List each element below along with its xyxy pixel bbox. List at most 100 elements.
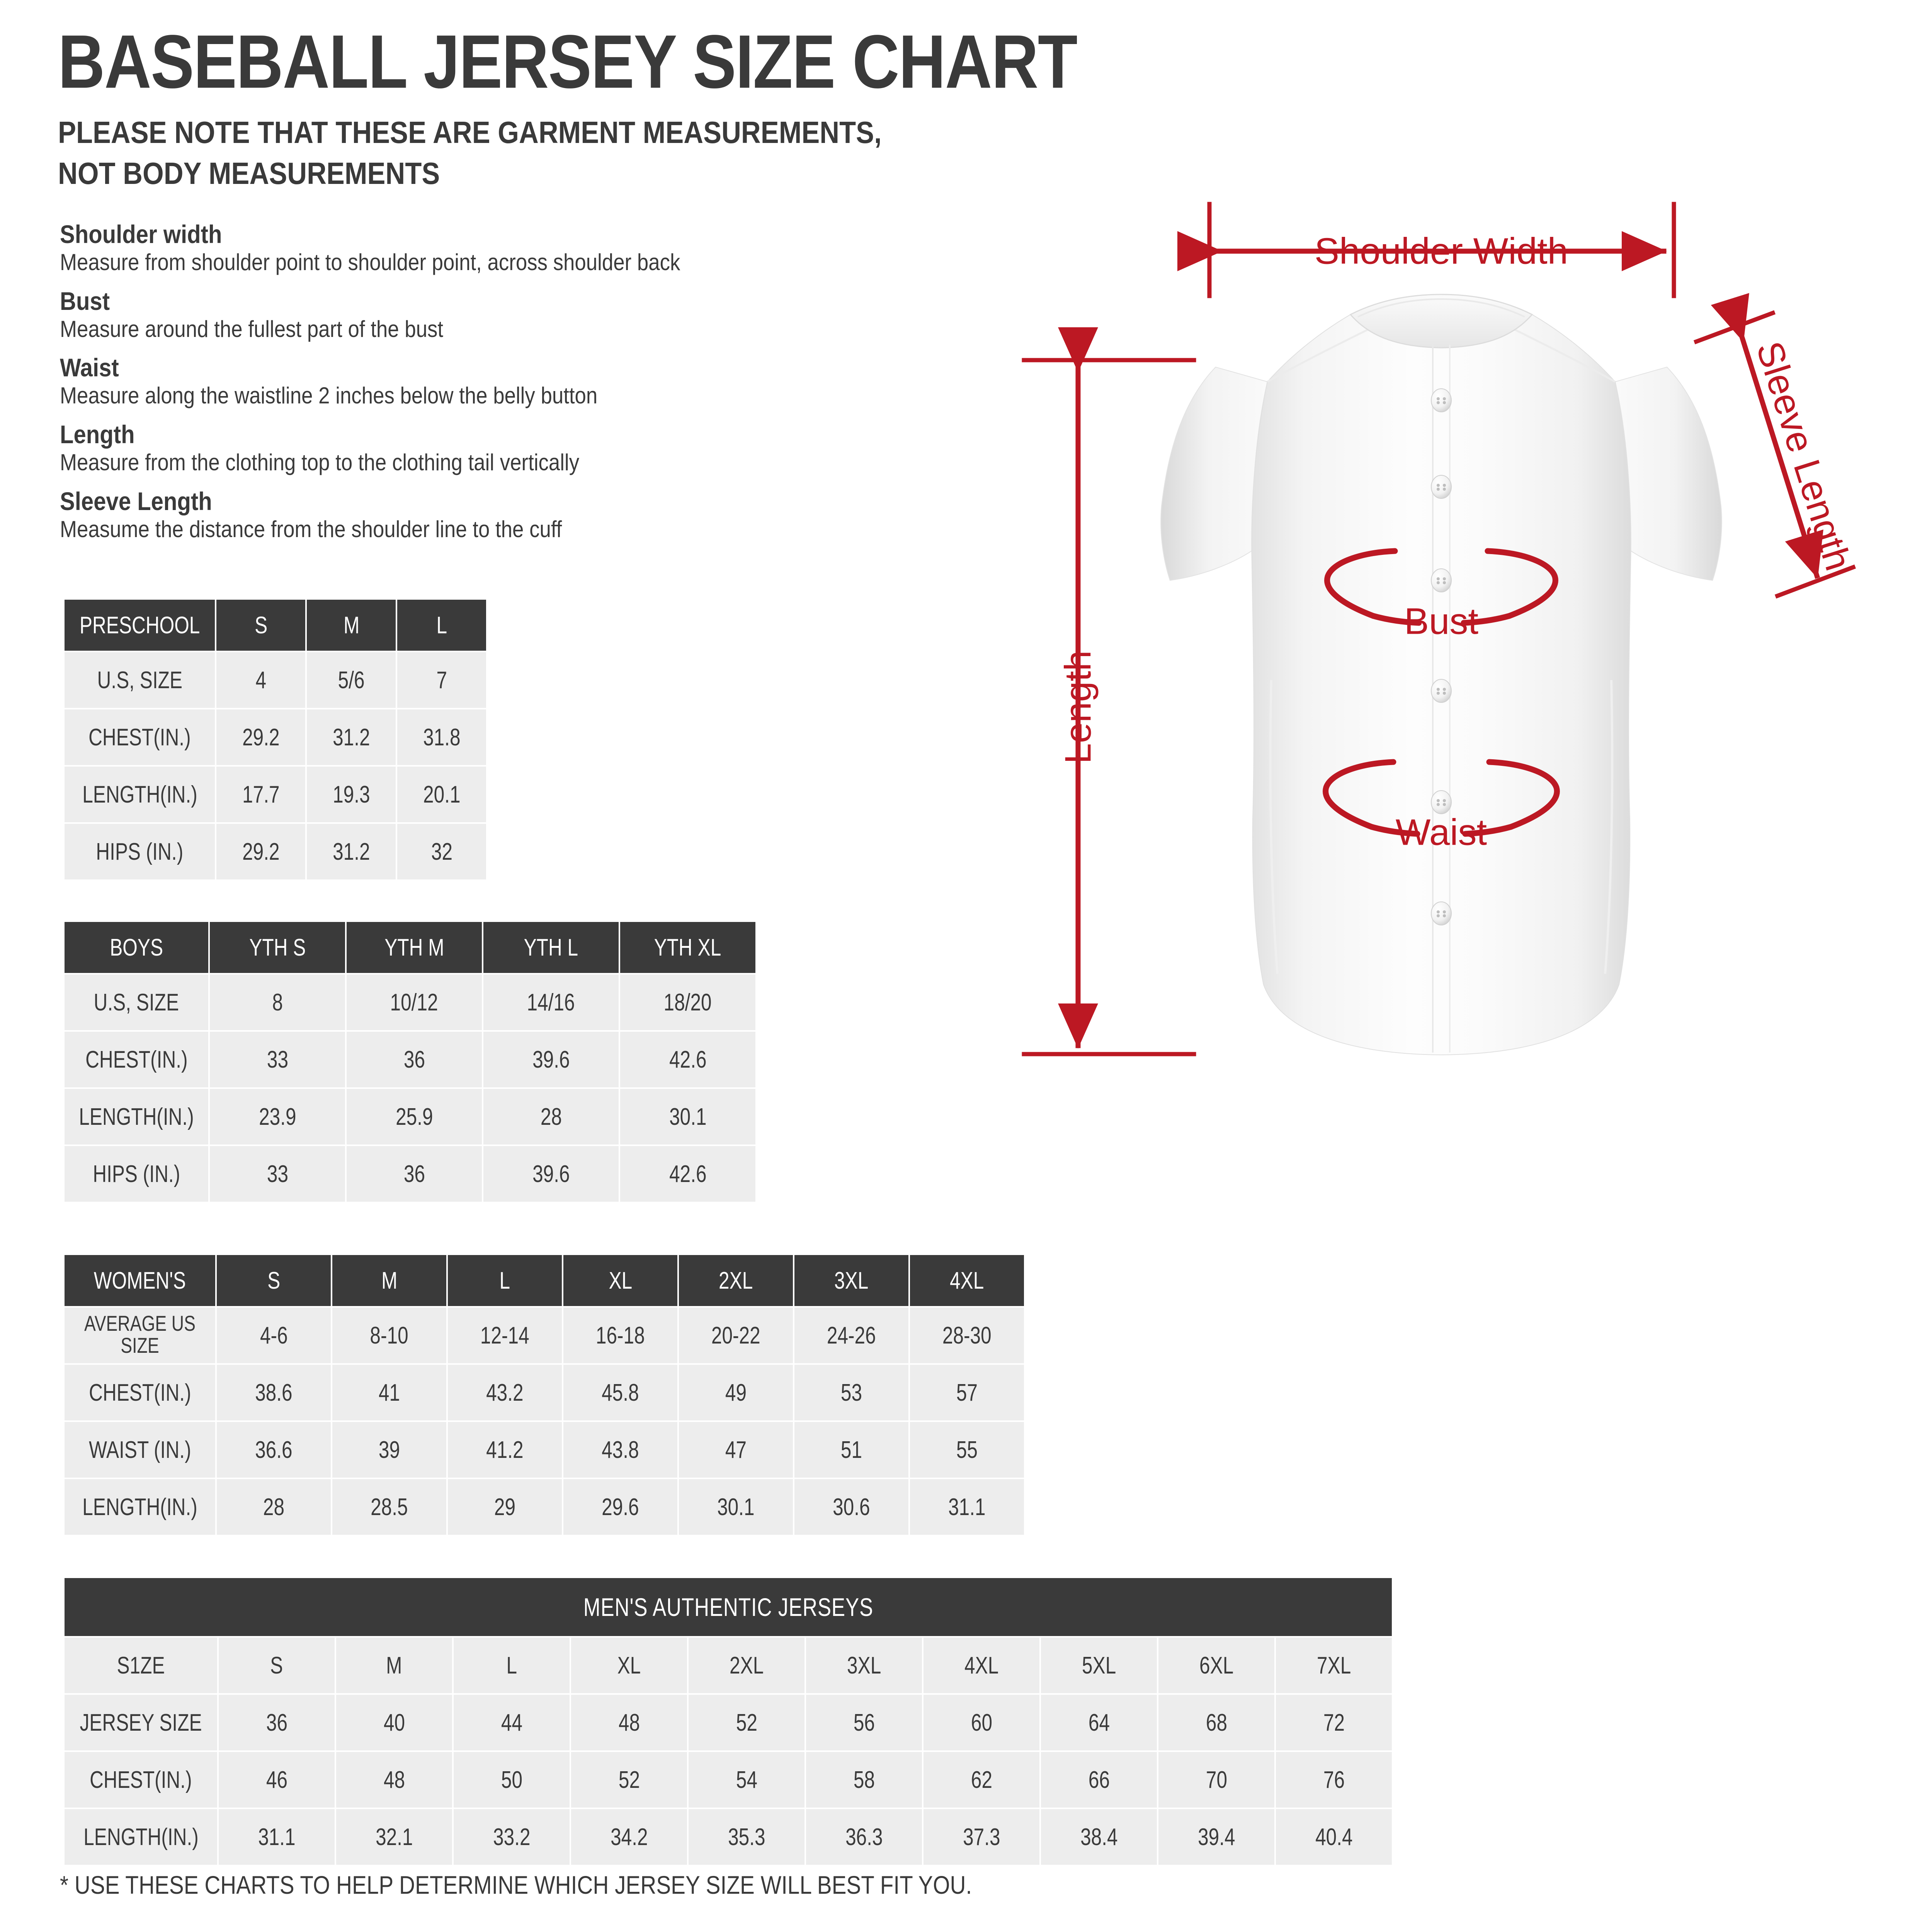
table-cell: 60 xyxy=(923,1695,1040,1750)
table-row: LENGTH(IN.) 17.7 19.3 20.1 xyxy=(65,767,486,822)
table-header-cell: M xyxy=(332,1255,446,1306)
table-cell: 42.6 xyxy=(620,1032,755,1087)
table-header-row: S1ZE S M L XL 2XL 3XL 4XL 5XL 6XL 7XL xyxy=(65,1638,1392,1693)
definition-sleeve-length: Sleeve Length Measume the distance from … xyxy=(60,487,987,543)
table-header-cell: L xyxy=(397,600,486,651)
row-label: CHEST(IN.) xyxy=(65,1365,215,1420)
table-cell: 39.6 xyxy=(483,1032,619,1087)
table-cell: 28-30 xyxy=(910,1308,1024,1363)
table-header-cell: 5XL xyxy=(1041,1638,1157,1693)
table-cell: 29.2 xyxy=(216,709,306,765)
table-cell: 19.3 xyxy=(307,767,396,822)
table-cell: 23.9 xyxy=(210,1089,345,1145)
table-cell: 48 xyxy=(571,1695,687,1750)
table-cell: 45.8 xyxy=(563,1365,677,1420)
table-header-cell: YTH S xyxy=(210,922,345,973)
table-preschool: PRESCHOOL S M L U.S, SIZE 4 5/6 7 CHEST(… xyxy=(63,598,488,881)
table-header-cell: YTH XL xyxy=(620,922,755,973)
definition-length: Length Measure from the clothing top to … xyxy=(60,420,987,476)
table-header-row: PRESCHOOL S M L xyxy=(65,600,486,651)
table-cell: 46 xyxy=(219,1752,335,1808)
table-banner-row: MEN'S AUTHENTIC JERSEYS xyxy=(65,1578,1392,1636)
table-cell: 29.2 xyxy=(216,824,306,879)
table-row: CHEST(IN.) 29.2 31.2 31.8 xyxy=(65,709,486,765)
table-cell: 14/16 xyxy=(483,975,619,1030)
row-label: JERSEY SIZE xyxy=(65,1695,218,1750)
table-cell: 38.6 xyxy=(217,1365,331,1420)
table-cell: 51 xyxy=(794,1422,908,1478)
table-cell: 41 xyxy=(332,1365,446,1420)
table-row: U.S, SIZE 8 10/12 14/16 18/20 xyxy=(65,975,755,1030)
page-subtitle: PLEASE NOTE THAT THESE ARE GARMENT MEASU… xyxy=(58,115,882,190)
table-row: HIPS (IN.) 29.2 31.2 32 xyxy=(65,824,486,879)
table-cell: 8 xyxy=(210,975,345,1030)
table-header-cell: 7XL xyxy=(1276,1638,1392,1693)
jersey-illustration: Shoulder Width Length Sleeve Length Bust… xyxy=(1001,185,1928,1121)
table-cell: 8-10 xyxy=(332,1308,446,1363)
table-cell: 44 xyxy=(454,1695,570,1750)
table-cell: 17.7 xyxy=(216,767,306,822)
table-cell: 43.2 xyxy=(448,1365,562,1420)
row-label: CHEST(IN.) xyxy=(65,1032,208,1087)
table-header-row: WOMEN'S S M L XL 2XL 3XL 4XL xyxy=(65,1255,1024,1306)
table-header-cell: 3XL xyxy=(794,1255,908,1306)
table-cell: 64 xyxy=(1041,1695,1157,1750)
table-cell: 7 xyxy=(397,652,486,708)
table-cell: 10/12 xyxy=(347,975,482,1030)
label-waist: Waist xyxy=(1396,812,1487,853)
row-label: U.S, SIZE xyxy=(65,652,215,708)
table-row: WAIST (IN.) 36.6 39 41.2 43.8 47 51 55 xyxy=(65,1422,1024,1478)
table-cell: 41.2 xyxy=(448,1422,562,1478)
table-header-cell: M xyxy=(307,600,396,651)
row-label: LENGTH(IN.) xyxy=(65,1809,218,1865)
table-row: CHEST(IN.) 38.6 41 43.2 45.8 49 53 57 xyxy=(65,1365,1024,1420)
table-boys: BOYS YTH S YTH M YTH L YTH XL U.S, SIZE … xyxy=(63,920,757,1203)
table-banner-title: MEN'S AUTHENTIC JERSEYS xyxy=(65,1578,1392,1636)
table-cell: 52 xyxy=(571,1752,687,1808)
row-label: LENGTH(IN.) xyxy=(65,1089,208,1145)
table-header-cell: M xyxy=(336,1638,452,1693)
row-label: U.S, SIZE xyxy=(65,975,208,1030)
table-cell: 31.2 xyxy=(307,824,396,879)
table-cell: 33 xyxy=(210,1032,345,1087)
table-row: CHEST(IN.) 46 48 50 52 54 58 62 66 70 76 xyxy=(65,1752,1392,1808)
table-cell: 20.1 xyxy=(397,767,486,822)
table-cell: 42.6 xyxy=(620,1146,755,1202)
table-cell: 76 xyxy=(1276,1752,1392,1808)
table-cell: 39.4 xyxy=(1158,1809,1275,1865)
table-cell: 38.4 xyxy=(1041,1809,1157,1865)
table-cell: 4 xyxy=(216,652,306,708)
table-row: LENGTH(IN.) 28 28.5 29 29.6 30.1 30.6 31… xyxy=(65,1479,1024,1535)
table-cell: 32 xyxy=(397,824,486,879)
table-header-cell: YTH M xyxy=(347,922,482,973)
table-header-cell: S xyxy=(216,600,306,651)
table-cell: 62 xyxy=(923,1752,1040,1808)
jersey-buttons xyxy=(1431,388,1452,925)
table-row: CHEST(IN.) 33 36 39.6 42.6 xyxy=(65,1032,755,1087)
table-cell: 24-26 xyxy=(794,1308,908,1363)
label-bust: Bust xyxy=(1404,601,1478,642)
table-cell: 36 xyxy=(347,1146,482,1202)
table-row: AVERAGE US SIZE 4-6 8-10 12-14 16-18 20-… xyxy=(65,1308,1024,1363)
table-header-cell: 6XL xyxy=(1158,1638,1275,1693)
table-cell: 5/6 xyxy=(307,652,396,708)
definition-term: Bust xyxy=(60,286,110,315)
table-header-cell: PRESCHOOL xyxy=(65,600,215,651)
table-cell: 53 xyxy=(794,1365,908,1420)
table-header-cell: L xyxy=(448,1255,562,1306)
table-cell: 4-6 xyxy=(217,1308,331,1363)
table-cell: 34.2 xyxy=(571,1809,687,1865)
table-cell: 55 xyxy=(910,1422,1024,1478)
table-header-cell: XL xyxy=(563,1255,677,1306)
table-header-cell: L xyxy=(454,1638,570,1693)
table-cell: 28 xyxy=(483,1089,619,1145)
table-header-cell: 2XL xyxy=(679,1255,793,1306)
table-cell: 68 xyxy=(1158,1695,1275,1750)
row-label: HIPS (IN.) xyxy=(65,1146,208,1202)
table-header-cell: 2XL xyxy=(689,1638,805,1693)
table-cell: 43.8 xyxy=(563,1422,677,1478)
row-label: HIPS (IN.) xyxy=(65,824,215,879)
row-label: CHEST(IN.) xyxy=(65,1752,218,1808)
table-cell: 30.6 xyxy=(794,1479,908,1535)
table-row: LENGTH(IN.) 31.1 32.1 33.2 34.2 35.3 36.… xyxy=(65,1809,1392,1865)
